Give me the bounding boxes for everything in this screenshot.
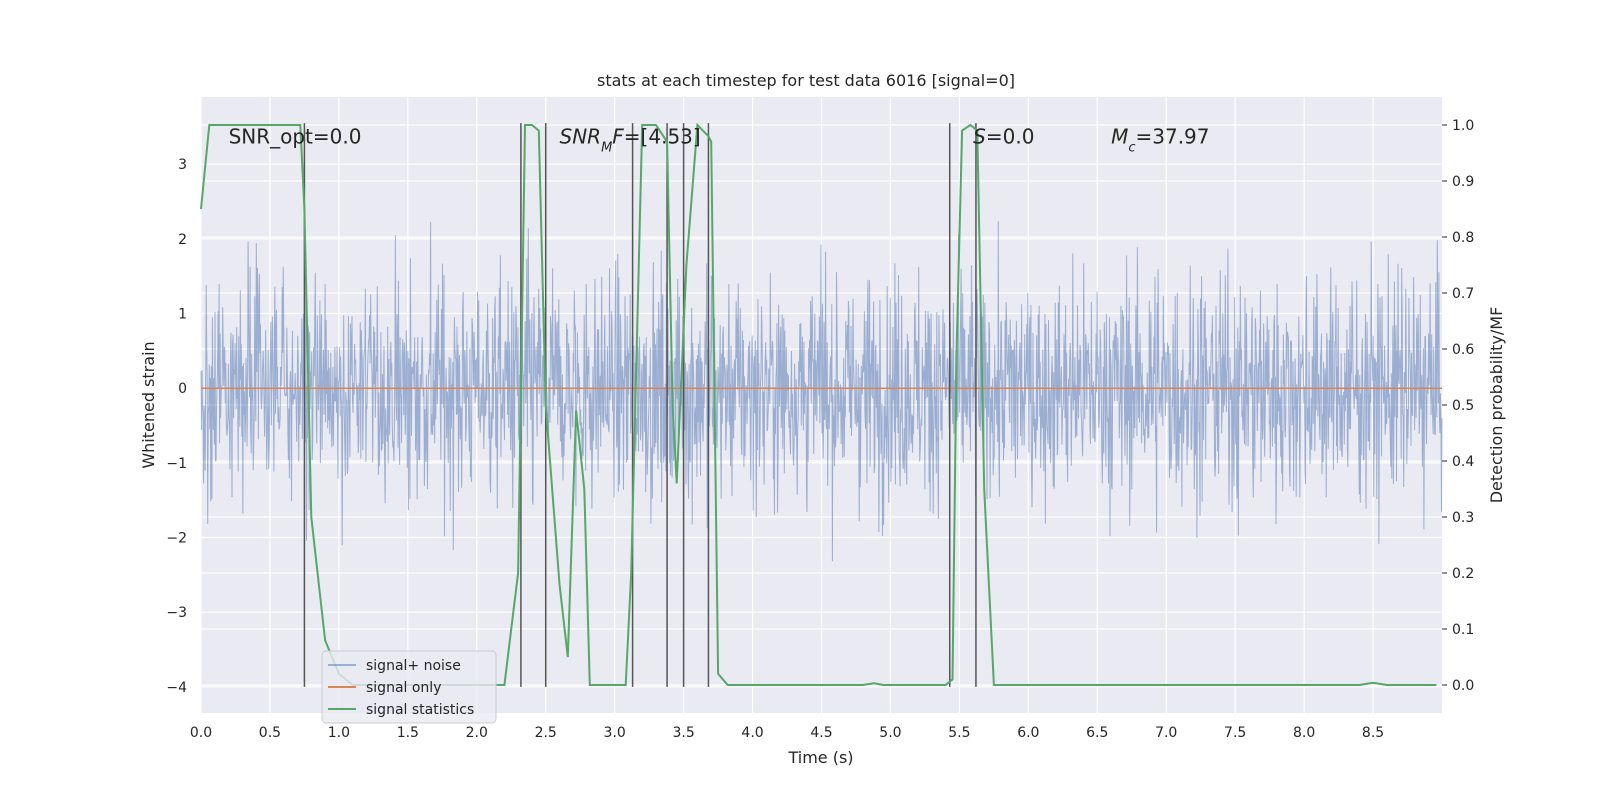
y-tick-label-right: 0.7 — [1452, 286, 1474, 302]
y-tick-label-right: 0.2 — [1452, 566, 1474, 582]
annotation-text-3: Mc=37.97 — [1111, 124, 1209, 155]
y-tick-label-right: 0.4 — [1452, 454, 1474, 470]
y-tick-label-left: 1 — [178, 307, 187, 323]
x-tick-label: 1.5 — [397, 725, 419, 741]
x-tick-label: 8.5 — [1362, 725, 1384, 741]
x-tick-label: 8.0 — [1293, 725, 1315, 741]
x-tick-label: 4.0 — [741, 725, 763, 741]
legend: signal+ noise signal only signal statistic… — [321, 650, 497, 724]
series-signal-plus-noise — [200, 221, 1443, 562]
noise-trace — [200, 221, 1443, 562]
y-tick-label-right: 0.1 — [1452, 622, 1474, 638]
y-tick-label-right: 0.5 — [1452, 398, 1474, 414]
annotation-text-0: SNR_opt=0.0 — [229, 124, 362, 148]
y-tick-label-right: 0.0 — [1452, 678, 1474, 694]
x-tick-label: 5.0 — [879, 725, 901, 741]
legend-box — [321, 650, 497, 724]
annotations: SNR_opt=0.0 SNRMF=[4.53] S=0.0 Mc=37.97 — [229, 124, 1210, 155]
y-tick-label-left: −3 — [166, 605, 187, 621]
x-tick-label: 3.0 — [604, 725, 626, 741]
y-tick-label-left: 3 — [178, 157, 187, 173]
y-tick-label-right: 1.0 — [1452, 118, 1474, 134]
y-tick-label-right: 0.8 — [1452, 230, 1474, 246]
y-tick-label-left: −2 — [166, 531, 187, 547]
chart-title: stats at each timestep for test data 601… — [597, 71, 1015, 90]
y-tick-label-left: −4 — [166, 680, 187, 696]
x-tick-label: 5.5 — [948, 725, 970, 741]
x-tick-label: 0.5 — [259, 725, 281, 741]
x-tick-label: 6.5 — [1086, 725, 1108, 741]
x-tick-label: 4.5 — [810, 725, 832, 741]
legend-label: signal+ noise — [366, 658, 461, 674]
y-tick-label-right: 0.9 — [1452, 174, 1474, 190]
legend-label: signal only — [366, 680, 441, 696]
y-tick-label-right: 0.6 — [1452, 342, 1474, 358]
legend-label: signal statistics — [366, 702, 474, 718]
x-tick-label: 7.5 — [1224, 725, 1246, 741]
y-axis-label-right: Detection probability/MF — [1487, 307, 1506, 504]
annotation-text-1: SNRMF=[4.53] — [560, 124, 701, 155]
y-axis-label-left: Whitened strain — [139, 341, 158, 468]
x-axis-label: Time (s) — [787, 748, 853, 767]
y-tick-label-left: −1 — [166, 456, 187, 472]
x-tick-label: 6.0 — [1017, 725, 1039, 741]
x-tick-label: 3.5 — [672, 725, 694, 741]
x-tick-label: 1.0 — [328, 725, 350, 741]
annotation-text-2: S=0.0 — [973, 124, 1034, 148]
x-tick-label: 7.0 — [1155, 725, 1177, 741]
axis-ticks: 0.0 0.5 1.0 1.5 2.0 2.5 3.0 3.5 4.0 4.5 5.0 5.5 6.0 6… — [166, 118, 1474, 741]
x-tick-label: 2.0 — [466, 725, 488, 741]
x-tick-label: 2.5 — [535, 725, 557, 741]
y-tick-label-right: 0.3 — [1452, 510, 1474, 526]
x-tick-label: 0.0 — [190, 725, 212, 741]
y-tick-label-left: 0 — [178, 381, 187, 397]
y-tick-label-left: 2 — [178, 232, 187, 248]
